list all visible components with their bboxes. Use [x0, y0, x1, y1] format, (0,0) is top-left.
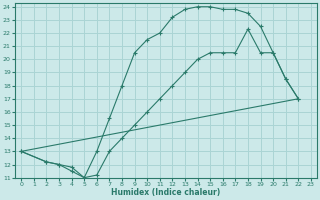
X-axis label: Humidex (Indice chaleur): Humidex (Indice chaleur) [111, 188, 221, 197]
